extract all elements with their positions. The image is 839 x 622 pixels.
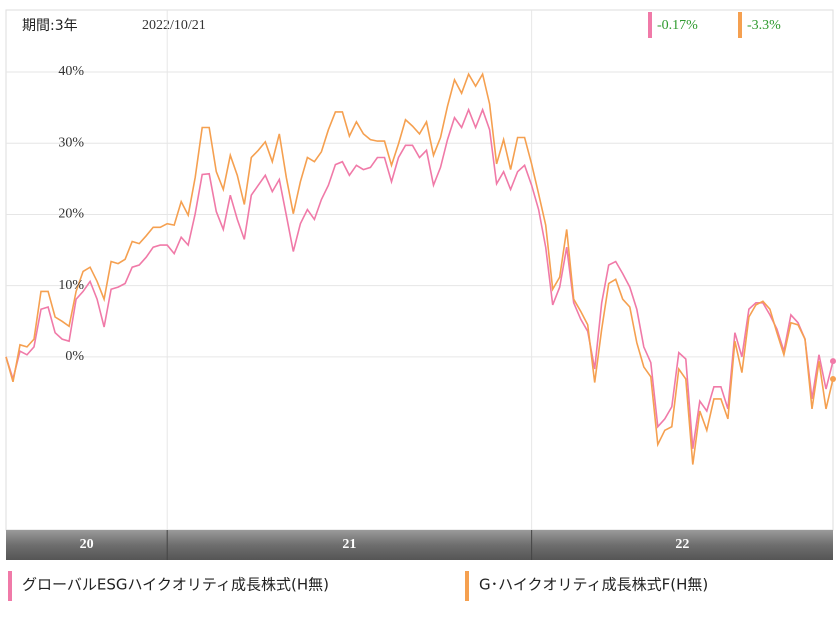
x-band-label: 20	[80, 537, 94, 552]
date: 2022/10/21	[142, 18, 206, 33]
x-band-label: 22	[675, 537, 689, 552]
end-dot	[830, 358, 836, 365]
y-tick-label: 40%	[58, 64, 84, 79]
end-dot	[830, 375, 836, 382]
series-line	[5, 107, 834, 449]
period: 期間:3年	[22, 18, 78, 34]
change-value: -0.17%	[657, 18, 698, 33]
legend-swatch	[465, 571, 469, 601]
y-tick-label: 0%	[65, 349, 84, 364]
legend-label: グローバルESGハイクオリティ成長株式(H無)	[22, 576, 329, 594]
y-tick-label: 20%	[58, 207, 84, 222]
change-value: -3.3%	[747, 18, 781, 33]
legend-swatch	[8, 571, 12, 601]
legend-swatch	[648, 12, 652, 38]
y-tick-label: 30%	[58, 135, 84, 150]
legend-swatch	[738, 12, 742, 38]
legend-label: G･ハイクオリティ成長株式F(H無)	[479, 576, 708, 594]
x-axis-band	[6, 530, 833, 560]
x-band-label: 21	[342, 537, 356, 552]
plot-area	[5, 9, 834, 531]
y-tick-label: 10%	[58, 278, 84, 293]
series-line	[5, 71, 834, 465]
